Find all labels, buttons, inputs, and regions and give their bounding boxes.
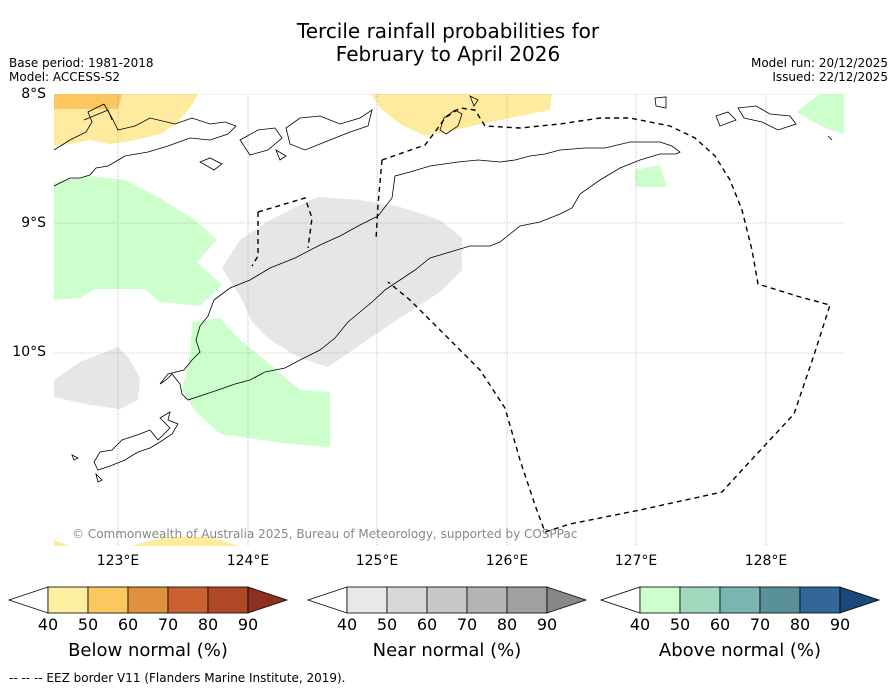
above-colorbar-tick: 60 — [709, 615, 731, 634]
above-normal-area — [635, 165, 667, 187]
above-colorbar-segment — [799, 586, 841, 614]
lon-label-126e: 126°E — [485, 553, 529, 569]
above-colorbar-tick: 90 — [829, 615, 851, 634]
near-colorbar-extend-low — [306, 586, 348, 614]
lon-label-124e: 124°E — [226, 553, 270, 569]
near-colorbar-tick: 40 — [336, 615, 358, 634]
near-colorbar-segment — [346, 586, 388, 614]
above-normal-area — [182, 318, 330, 447]
near-colorbar-tick: 50 — [376, 615, 398, 634]
below-colorbar-segment — [207, 586, 249, 614]
below-normal-title: Below normal (%) — [68, 640, 228, 661]
below-colorbar-segment — [47, 586, 89, 614]
gridlines — [54, 94, 844, 546]
above-colorbar-extend-high — [839, 586, 881, 614]
below-colorbar-segment — [167, 586, 209, 614]
below-colorbar-segment — [127, 586, 169, 614]
above-colorbar-segment — [759, 586, 801, 614]
near-colorbar-tick: 60 — [416, 615, 438, 634]
below-colorbar-extend-high — [247, 586, 289, 614]
near-colorbar-tick: 80 — [496, 615, 518, 634]
above-colorbar-segment — [719, 586, 761, 614]
below-colorbar-tick: 60 — [117, 615, 139, 634]
lon-label-125e: 125°E — [355, 553, 399, 569]
near-colorbar-segment — [386, 586, 428, 614]
title-line-2: February to April 2026 — [335, 42, 561, 66]
below-normal-area-dark — [54, 94, 122, 109]
lat-label-10s: 10°S — [12, 344, 46, 360]
above-colorbar-tick: 40 — [629, 615, 651, 634]
above-colorbar-tick: 50 — [669, 615, 691, 634]
near-colorbar-segment — [466, 586, 508, 614]
lon-label-127e: 127°E — [614, 553, 658, 569]
below-colorbar-tick: 50 — [77, 615, 99, 634]
near-colorbar-tick: 90 — [536, 615, 558, 634]
lon-label-128e: 128°E — [744, 553, 788, 569]
base-period: Base period: 1981-2018 — [9, 56, 154, 70]
below-colorbar-tick: 70 — [157, 615, 179, 634]
below-colorbar-extend-low — [7, 586, 49, 614]
above-colorbar-tick: 80 — [789, 615, 811, 634]
meta-right: Model run: 20/12/2025 Issued: 22/12/2025 — [751, 56, 888, 84]
below-normal-area — [54, 540, 70, 546]
below-colorbar-segment — [87, 586, 129, 614]
map-area — [54, 94, 844, 546]
lon-label-123e: 123°E — [96, 553, 140, 569]
meta-left: Base period: 1981-2018 Model: ACCESS-S2 — [9, 56, 154, 84]
above-normal-area — [796, 94, 844, 134]
eez-border — [251, 107, 831, 533]
above-colorbar-extend-low — [599, 586, 641, 614]
below-colorbar-tick: 90 — [237, 615, 259, 634]
above-normal-area — [54, 176, 222, 306]
model-name: Model: ACCESS-S2 — [9, 70, 121, 84]
near-colorbar-extend-high — [546, 586, 588, 614]
near-colorbar-tick: 70 — [456, 615, 478, 634]
above-colorbar-tick: 70 — [749, 615, 771, 634]
below-colorbar-tick: 80 — [197, 615, 219, 634]
near-colorbar-segment — [426, 586, 468, 614]
map-title: Tercile rainfall probabilities for Febru… — [0, 20, 896, 66]
near-normal-title: Near normal (%) — [372, 640, 522, 661]
model-run: Model run: 20/12/2025 — [750, 56, 888, 70]
lat-label-8s: 8°S — [21, 86, 46, 102]
near-normal-area — [222, 197, 462, 367]
issued-date: Issued: 22/12/2025 — [772, 70, 888, 84]
near-normal-area — [54, 347, 140, 409]
colorbars — [7, 586, 881, 614]
above-colorbar-segment — [679, 586, 721, 614]
near-colorbar-segment — [506, 586, 548, 614]
lat-label-9s: 9°S — [21, 215, 46, 231]
below-colorbar-tick: 40 — [37, 615, 59, 634]
above-normal-title: Above normal (%) — [658, 640, 822, 661]
above-colorbar-segment — [639, 586, 681, 614]
eez-footnote: -- -- -- EEZ border V11 (Flanders Marine… — [9, 671, 346, 685]
copyright-text: © Commonwealth of Australia 2025, Bureau… — [72, 527, 578, 541]
title-line-1: Tercile rainfall probabilities for — [296, 19, 600, 43]
below-normal-area — [130, 537, 240, 546]
coastlines — [54, 95, 833, 483]
